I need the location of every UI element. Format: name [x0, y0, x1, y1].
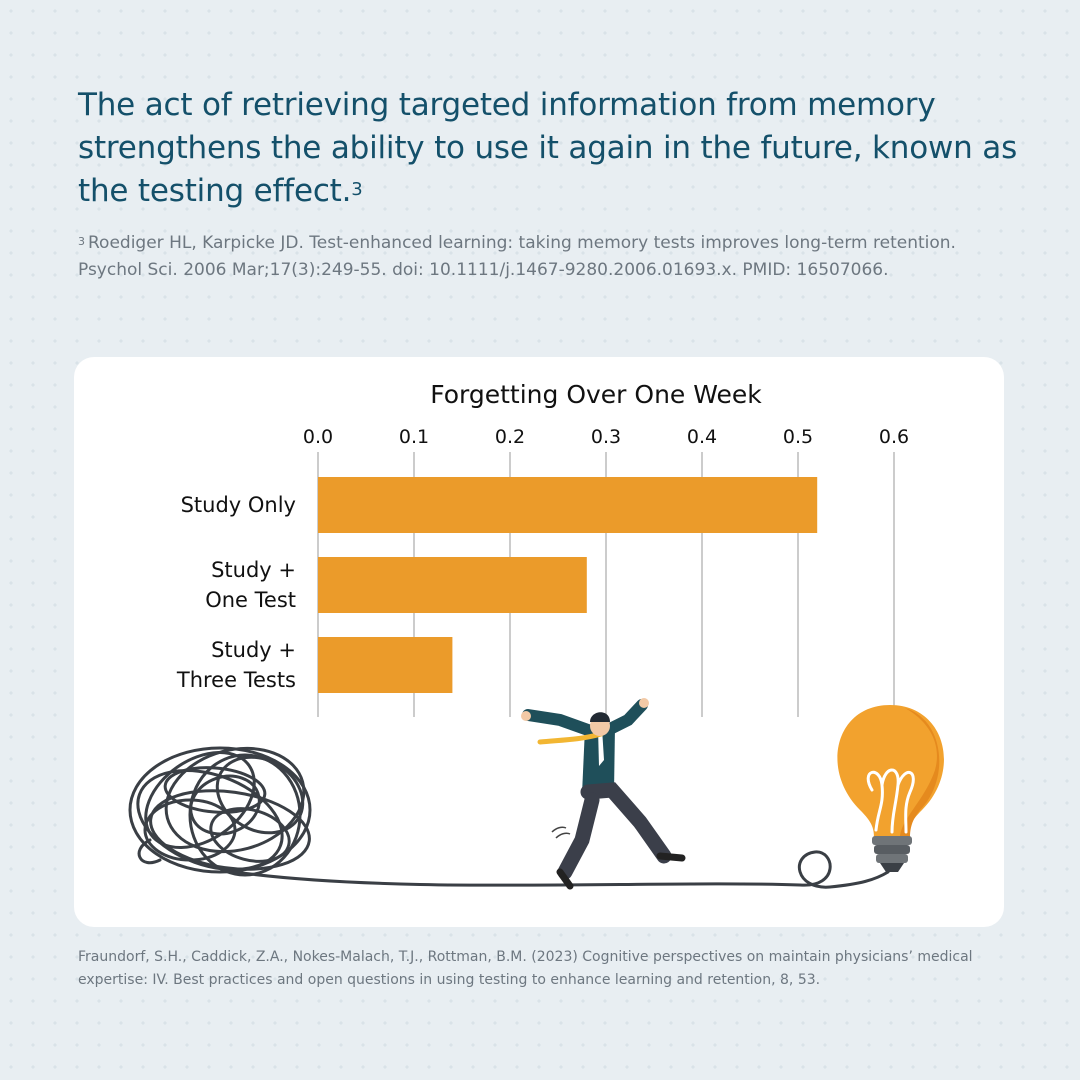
footnote: 3 Roediger HL, Karpicke JD. Test-enhanced…	[78, 230, 998, 284]
headline-footnote-marker: 3	[351, 179, 363, 200]
bar	[318, 637, 453, 693]
bar	[318, 477, 818, 533]
headline-text: The act of retrieving targeted informati…	[78, 87, 1018, 209]
x-tick-label: 0.3	[591, 426, 621, 448]
light-bulb-icon	[837, 705, 944, 872]
category-label: Study Only	[181, 493, 296, 517]
x-tick-label: 0.6	[879, 426, 909, 448]
x-tick-label: 0.2	[495, 426, 525, 448]
running-businessman-icon	[521, 698, 686, 890]
illustration	[128, 698, 944, 890]
source-citation: Fraundorf, S.H., Caddick, Z.A., Nokes-Ma…	[78, 949, 973, 988]
x-tick-label: 0.0	[303, 426, 333, 448]
chart-card: Forgetting Over One Week 0.0 0.1 0.2 0.3 0.4 0…	[74, 357, 1004, 927]
footnote-marker: 3	[78, 235, 85, 248]
category-label: Study +	[211, 638, 296, 662]
x-tick-label: 0.4	[687, 426, 717, 448]
footnote-text: Roediger HL, Karpicke JD. Test-enhanced …	[78, 233, 956, 280]
category-label: One Test	[205, 588, 296, 612]
headline: The act of retrieving targeted informati…	[78, 84, 1018, 213]
bar	[318, 557, 587, 613]
chart-title: Forgetting Over One Week	[430, 380, 762, 409]
category-label: Study +	[211, 558, 296, 582]
tangled-yarn-icon	[128, 746, 312, 877]
wire-line	[233, 850, 890, 889]
chart: Forgetting Over One Week 0.0 0.1 0.2 0.3 0.4 0…	[128, 380, 944, 890]
x-tick-label: 0.5	[783, 426, 813, 448]
category-label: Three Tests	[176, 668, 296, 692]
x-tick-label: 0.1	[399, 426, 429, 448]
